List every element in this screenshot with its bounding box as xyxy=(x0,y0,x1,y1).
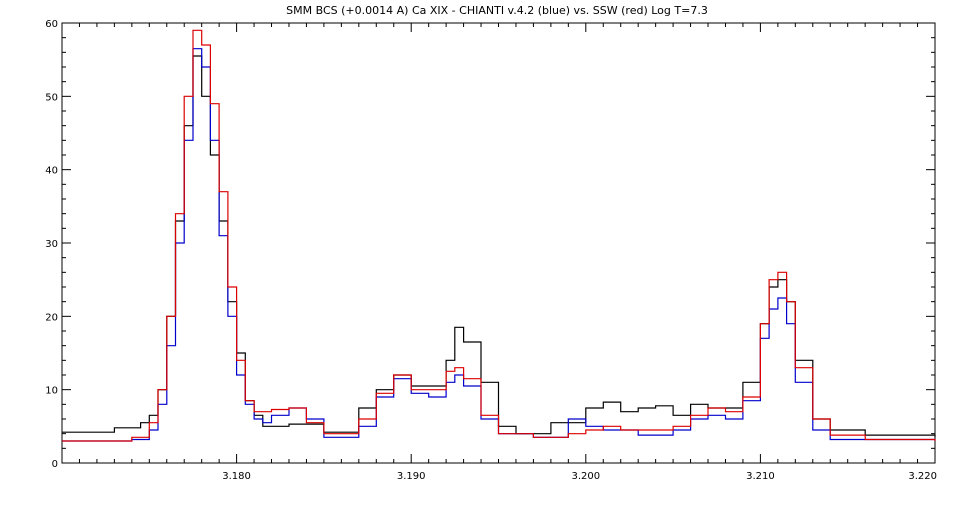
series-line-1 xyxy=(62,48,936,442)
x-tick-label: 3.190 xyxy=(397,471,426,482)
y-tick-label: 50 xyxy=(45,92,58,103)
y-tick-label: 30 xyxy=(45,239,58,250)
x-tick-label: 3.200 xyxy=(571,471,600,482)
y-axis: 0 10 20 30 40 50 60 xyxy=(45,19,935,470)
x-axis: 3.180 3.190 3.200 3.210 3.220 xyxy=(78,23,937,482)
x-tick-label: 3.220 xyxy=(908,471,937,482)
y-tick-label: 0 xyxy=(52,459,58,470)
y-tick-label: 60 xyxy=(45,19,58,30)
series-line-2 xyxy=(62,29,936,442)
y-tick-label: 20 xyxy=(45,312,58,323)
chart-title: SMM BCS (+0.0014 A) Ca XIX - CHIANTI v.4… xyxy=(286,4,708,17)
x-tick-label: 3.210 xyxy=(746,471,775,482)
x-tick-label: 3.180 xyxy=(222,471,251,482)
series-layer xyxy=(62,29,936,442)
y-tick-label: 10 xyxy=(45,386,58,397)
y-tick-label: 40 xyxy=(45,166,58,177)
